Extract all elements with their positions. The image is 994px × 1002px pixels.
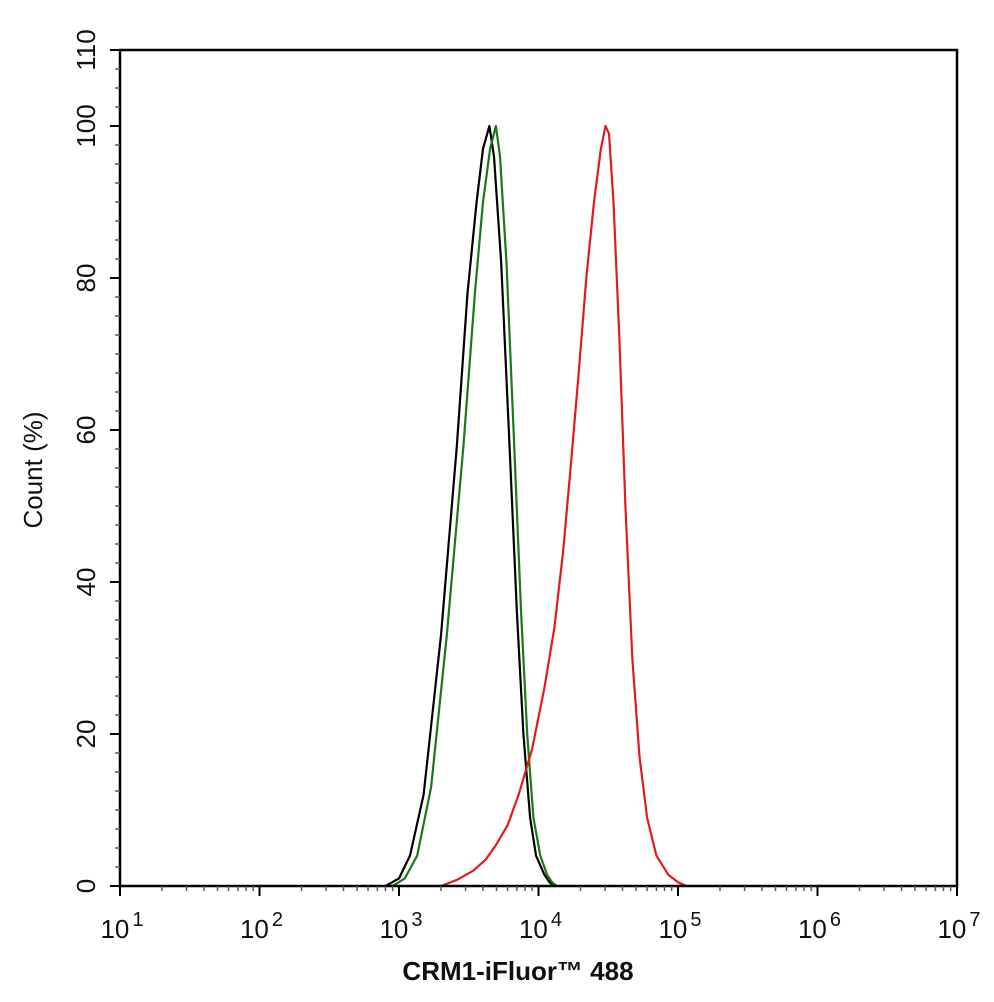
histogram-series-2 <box>392 124 558 887</box>
y-tick-label: 20 <box>71 720 101 749</box>
x-tick-label: 10 7 <box>937 909 980 944</box>
x-axis-title: CRM1-iFluor™ 488 <box>402 956 633 986</box>
y-tick-label: 80 <box>71 264 101 293</box>
y-tick-label: 110 <box>71 29 101 70</box>
y-axis-title: Count (%) <box>18 411 48 528</box>
x-tick-label: 10 2 <box>240 909 283 944</box>
x-tick-label: 10 4 <box>519 909 562 944</box>
axes-layer <box>110 48 959 896</box>
y-tick-label: 60 <box>71 416 101 445</box>
x-tick-label: 10 3 <box>379 909 422 944</box>
y-tick-label: 0 <box>71 879 101 893</box>
x-tick-label: 10 1 <box>100 909 143 944</box>
x-tick-label: 10 5 <box>658 909 701 944</box>
y-tick-label: 100 <box>71 104 101 147</box>
histogram-series-3 <box>440 124 687 888</box>
x-tick-label: 10 6 <box>798 909 841 944</box>
labels-layer: 0 20 40 60 80 100 110 10 1 10 2 10 3 10 4 10 5 10 6 10 7 <box>71 29 981 944</box>
series-layer <box>384 124 687 888</box>
y-tick-label: 40 <box>71 568 101 597</box>
